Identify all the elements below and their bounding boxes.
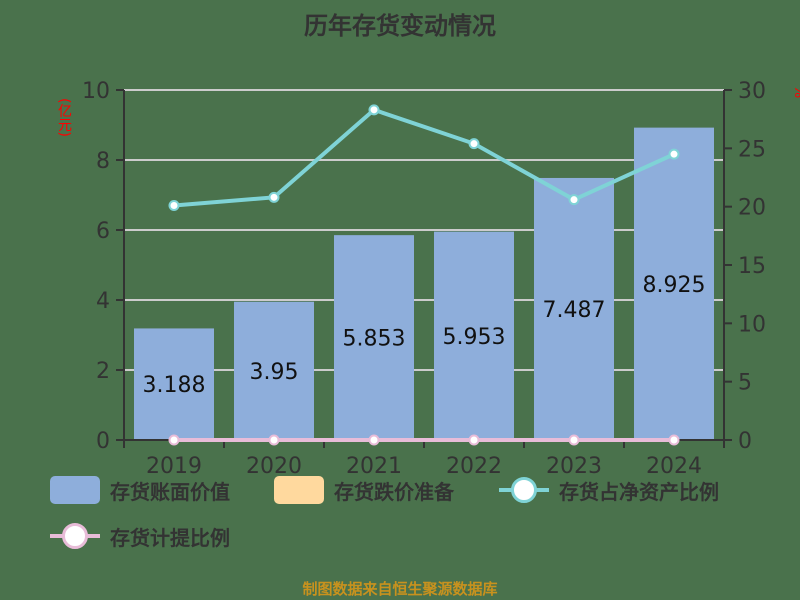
- chart-title: 历年存货变动情况: [304, 12, 496, 40]
- legend-label: 存货账面价值: [110, 479, 230, 504]
- provision-ratio-marker: [668, 434, 680, 446]
- bar-data-label: 7.487: [543, 298, 606, 323]
- legend-label: 存货占净资产比例: [559, 479, 719, 504]
- net-asset-ratio-line: [173, 107, 675, 208]
- bar-data-label: 5.953: [443, 325, 506, 350]
- bar-swatch-icon: [50, 476, 100, 504]
- x-axis-tick-label: 2020: [246, 454, 302, 479]
- bar-2019: [134, 328, 214, 440]
- x-axis-tick-label: 2022: [446, 454, 502, 479]
- left-axis-tick-label: 8: [96, 149, 110, 174]
- left-axis-tick-label: 2: [96, 359, 110, 384]
- provision-ratio-marker: [568, 434, 580, 446]
- right-axis-tick-label: 30: [738, 79, 766, 104]
- data-source-note: 制图数据来自恒生聚源数据库: [302, 580, 498, 598]
- bar-2020: [234, 301, 314, 440]
- provision-ratio-marker: [368, 434, 380, 446]
- provision-ratio-marker: [168, 434, 180, 446]
- left-axis-tick-label: 10: [82, 79, 110, 104]
- left-axis-tick-label: 4: [96, 289, 110, 314]
- line-marker-icon: [499, 476, 549, 504]
- right-axis-tick-label: 10: [738, 312, 766, 337]
- x-axis-tick-label: 2023: [546, 454, 602, 479]
- bar-data-label: 5.853: [343, 327, 406, 352]
- legend-label: 存货跌价准备: [334, 479, 454, 504]
- bar-2022: [434, 231, 514, 440]
- net-asset-ratio-marker: [468, 138, 480, 150]
- net-asset-ratio-marker: [268, 191, 280, 203]
- provision-ratio-marker: [468, 434, 480, 446]
- legend-item-provision-ratio[interactable]: 存货计提比例: [50, 518, 230, 554]
- chart-legend: 存货账面价值 存货跌价准备 存货占净资产比例 存货计提比例: [0, 470, 800, 560]
- bar-swatch-icon: [274, 476, 324, 504]
- x-axis-tick-label: 2019: [146, 454, 202, 479]
- left-axis-tick-label: 0: [96, 429, 110, 454]
- bar-2023: [534, 177, 614, 440]
- left-axis-unit-label: (亿元): [56, 97, 72, 137]
- bar-2021: [334, 235, 414, 440]
- legend-item-net-asset-ratio[interactable]: 存货占净资产比例: [499, 472, 719, 508]
- bar-data-label: 8.925: [643, 273, 706, 298]
- net-asset-ratio-marker: [368, 104, 380, 116]
- right-axis-tick-label: 15: [738, 254, 766, 279]
- legend-label: 存货计提比例: [110, 525, 230, 550]
- x-axis-tick-label: 2021: [346, 454, 402, 479]
- net-asset-ratio-marker: [168, 200, 180, 211]
- legend-item-impairment[interactable]: 存货跌价准备: [274, 472, 454, 508]
- bar-2024: [634, 127, 714, 440]
- x-axis-tick-label: 2024: [646, 454, 702, 479]
- net-asset-ratio-marker: [568, 194, 580, 206]
- right-axis-tick-label: 20: [738, 196, 766, 221]
- line-marker-icon: [50, 522, 100, 550]
- right-axis-tick-label: 25: [738, 137, 766, 162]
- right-axis-tick-label: 0: [738, 429, 752, 454]
- legend-item-book-value[interactable]: 存货账面价值: [50, 472, 230, 508]
- bar-data-label: 3.95: [250, 360, 299, 385]
- bar-data-label: 3.188: [143, 373, 206, 398]
- right-axis-tick-label: 5: [738, 371, 752, 396]
- left-axis-tick-label: 6: [96, 219, 110, 244]
- provision-ratio-marker: [268, 434, 280, 446]
- net-asset-ratio-marker: [668, 148, 680, 160]
